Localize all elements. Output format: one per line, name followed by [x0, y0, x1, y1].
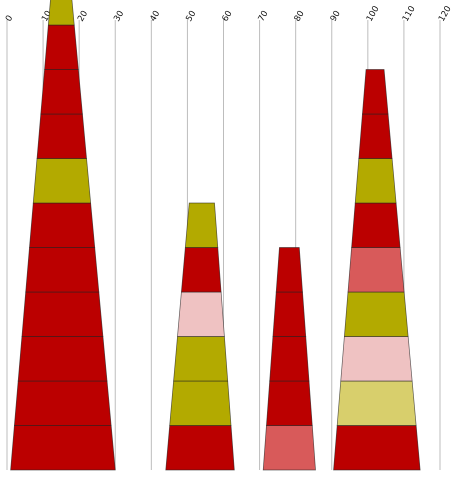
stack-segment — [177, 291, 225, 337]
stack-segment — [32, 158, 92, 204]
x-tick-label: 20 — [76, 9, 90, 23]
stack-segment — [362, 69, 389, 115]
stack-segment — [44, 24, 79, 70]
x-tick-label: 30 — [112, 9, 126, 23]
stack-segment — [262, 425, 316, 471]
x-tick-label: 40 — [148, 9, 162, 23]
stack-segment — [40, 69, 83, 115]
stack-segment — [333, 425, 421, 471]
stack-segment — [275, 247, 303, 293]
pyramid-stack — [333, 69, 421, 471]
stack-segment — [21, 291, 104, 337]
stack-segment — [272, 291, 307, 337]
x-tick-label: 70 — [257, 9, 271, 23]
x-tick-label: 90 — [329, 9, 343, 23]
x-tick-label: 60 — [220, 9, 234, 23]
stack-segment — [29, 202, 96, 248]
stack-segment — [17, 336, 108, 382]
stack-segment — [47, 0, 75, 26]
stack-segment — [358, 113, 393, 159]
stack-segment — [10, 425, 116, 471]
stack-segment — [36, 113, 87, 159]
stack-segment — [336, 380, 417, 426]
x-tick-label: 100 — [365, 4, 382, 23]
x-tick-label: 120 — [437, 4, 452, 23]
stack-segment — [25, 247, 100, 293]
pyramid-stack — [165, 202, 235, 471]
stack-segment — [165, 425, 235, 471]
stack-segment — [269, 336, 310, 382]
pyramid-stack — [10, 0, 116, 471]
stack-segment — [266, 380, 313, 426]
stack-segment — [354, 158, 397, 204]
x-tick-label: 80 — [293, 9, 307, 23]
stack-segment — [169, 380, 232, 426]
x-tick-label: 110 — [401, 4, 418, 23]
stack-segment — [351, 202, 401, 248]
x-tick-label: 0 — [4, 14, 15, 24]
stack-segment — [347, 247, 405, 293]
stack-segment — [173, 336, 229, 382]
stack-segment — [13, 380, 112, 426]
stack-segment — [344, 291, 409, 337]
stack-segment — [340, 336, 413, 382]
stack-segment — [184, 202, 219, 248]
stack-segment — [181, 247, 222, 293]
pyramid-stack — [262, 247, 316, 471]
pyramid-stacks — [10, 0, 421, 471]
x-tick-label: 50 — [184, 9, 198, 23]
